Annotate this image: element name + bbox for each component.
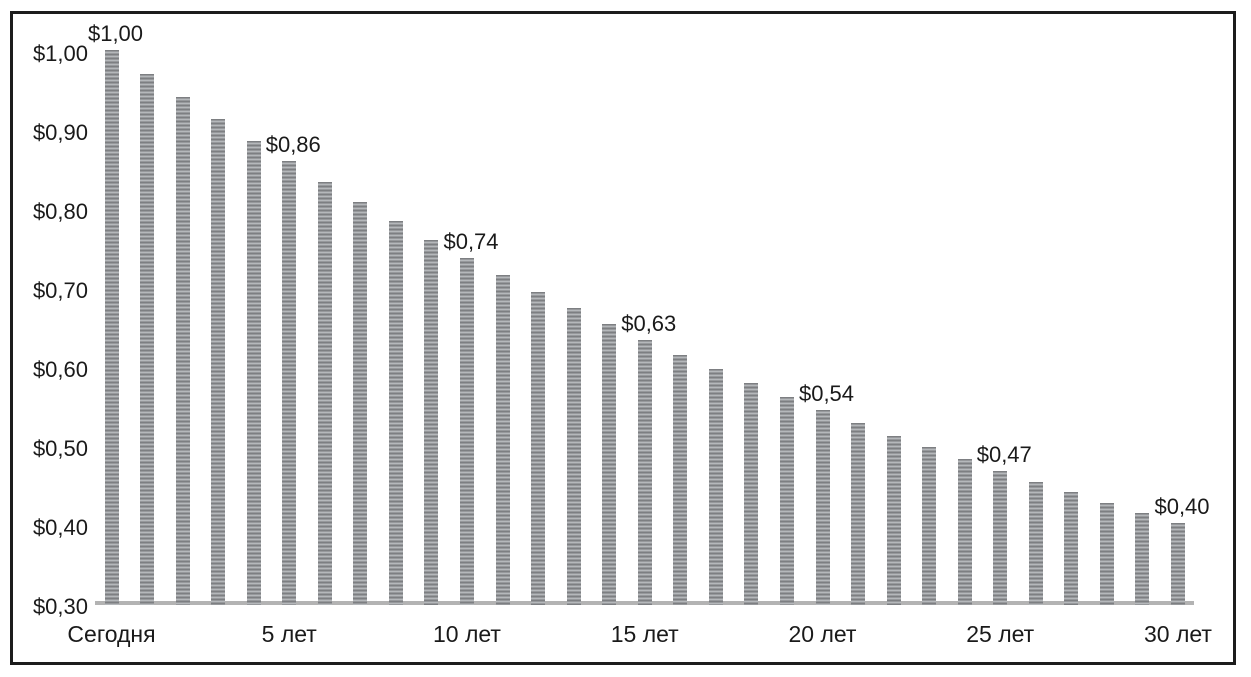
bar-year-20 xyxy=(815,410,830,605)
x-axis-tick-label: 15 лет xyxy=(610,621,679,647)
bar-year-9 xyxy=(424,239,439,605)
x-axis-tick-label: 5 лет xyxy=(261,621,317,647)
x-axis-tick-label: 30 лет xyxy=(1144,621,1212,647)
y-axis-tick-label: $0,30 xyxy=(32,594,88,619)
bar-value-label: $0,40 xyxy=(1154,494,1210,520)
x-axis-tick-label: 25 лет xyxy=(966,621,1035,647)
bar-year-12 xyxy=(531,291,546,605)
y-axis-tick-label: $0,70 xyxy=(32,278,88,303)
bar-year-2 xyxy=(175,96,190,605)
bar-value-label: $0,47 xyxy=(976,442,1032,468)
bar-year-10 xyxy=(460,257,474,605)
x-axis-tick-label: 10 лет xyxy=(433,621,501,647)
bar-year-18 xyxy=(744,383,759,605)
y-axis-tick-label: $0,60 xyxy=(32,357,88,382)
x-axis-tick-label: 20 лет xyxy=(788,621,857,647)
bar-value-label: $0,74 xyxy=(443,228,499,254)
bar-year-1 xyxy=(140,73,155,605)
y-axis-tick-label: $0,80 xyxy=(32,199,88,224)
bar-year-23 xyxy=(922,447,937,605)
bar-year-11 xyxy=(495,275,510,605)
bar-year-3 xyxy=(211,118,226,605)
y-axis-tick-label: $0,50 xyxy=(32,436,88,461)
bar-value-label: $0,63 xyxy=(621,310,677,336)
bar-year-30 xyxy=(1171,523,1185,605)
bar-year-22 xyxy=(886,435,901,605)
bar-year-27 xyxy=(1064,492,1079,605)
bar-year-24 xyxy=(957,459,972,605)
y-axis-tick-label: $0,40 xyxy=(32,515,88,540)
bar-year-25 xyxy=(993,471,1008,605)
bar-year-6 xyxy=(317,181,332,605)
bar-year-13 xyxy=(566,308,581,605)
bar-year-0 xyxy=(104,50,119,605)
y-axis-tick-label: $0,90 xyxy=(32,120,88,145)
y-axis-tick-label: $1,00 xyxy=(32,41,88,66)
bar-year-28 xyxy=(1099,502,1114,605)
bar-year-29 xyxy=(1135,512,1150,605)
bar-year-5 xyxy=(282,161,297,605)
bar-year-7 xyxy=(353,201,368,605)
bar-year-21 xyxy=(851,422,866,605)
bar-year-15 xyxy=(637,339,652,605)
bar-year-16 xyxy=(673,354,688,605)
bar-year-19 xyxy=(779,396,794,605)
bar-value-label: $0,86 xyxy=(265,132,321,158)
bar-value-label: $0,54 xyxy=(798,381,855,407)
bar-value-label: $1,00 xyxy=(87,21,144,46)
bar-year-26 xyxy=(1028,482,1043,605)
bar-year-17 xyxy=(708,369,723,605)
bar-year-4 xyxy=(246,140,261,605)
x-axis-tick-label: Сегодня xyxy=(67,621,156,647)
bar-year-14 xyxy=(602,324,617,605)
chart-frame xyxy=(10,11,1236,665)
bar-year-8 xyxy=(388,220,403,605)
